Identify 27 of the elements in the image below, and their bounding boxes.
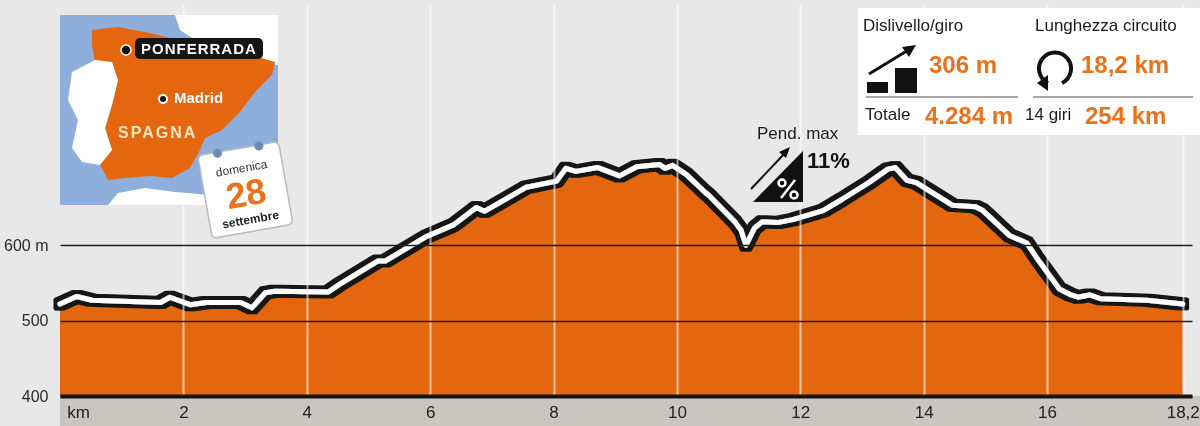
x-tick-label: 12 [791,402,811,422]
x-tick-label: 10 [667,402,687,422]
annotation: 18,2 km [1081,51,1170,78]
y-tick-label: 400 [21,387,49,405]
x-tick-label: 18,2 [1166,402,1200,422]
annotation: 306 m [929,51,998,78]
annotation: 4.284 m [925,102,1014,129]
annotation: Totale [865,105,911,124]
annotation: 11% [807,148,850,173]
annotation: domenica [214,156,269,180]
annotation: Lunghezza circuito [1035,16,1177,35]
annotation: Madrid [174,89,224,106]
x-axis-title: km [67,402,90,422]
annotation: 14 giri [1025,105,1072,124]
x-tick-label: 2 [179,402,189,422]
annotation: SPAGNA [118,124,198,141]
annotation: PONFERRADA [135,38,263,59]
x-tick-label: 14 [914,402,934,422]
annotation: Pend. max [757,124,839,143]
y-tick-label: 500 [21,312,49,330]
x-tick-label: 6 [425,402,436,422]
annotation: 254 km [1085,102,1167,129]
y-tick-label: 600 m [4,236,49,254]
annotation: Dislivello/giro [863,16,964,35]
x-tick-label: 8 [549,402,559,422]
x-tick-label: 4 [302,402,312,422]
x-tick-label: 16 [1038,402,1057,422]
